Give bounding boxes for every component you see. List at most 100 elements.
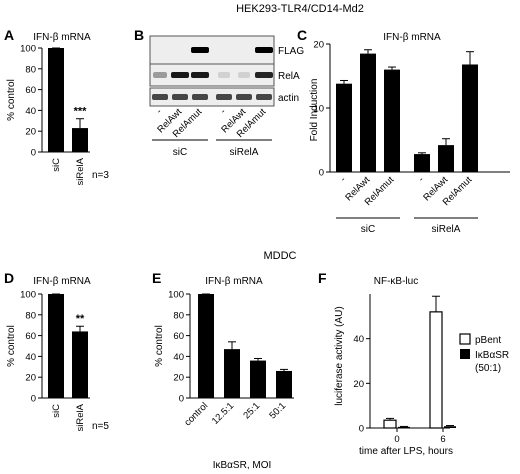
panel-b-band	[218, 72, 230, 78]
panel-e-category-label: control	[182, 400, 210, 428]
panel-e-letter: E	[152, 270, 161, 286]
panel-c-bar	[336, 83, 352, 172]
panel-b-group-label: siRelA	[230, 147, 259, 158]
panel-e-bar	[224, 349, 240, 398]
panel-d-ytick-label: 20	[25, 373, 36, 384]
panel-e-category-label: 25:1	[241, 400, 262, 421]
panel-f-xlabel: time after LPS, hours	[359, 446, 453, 457]
panel-a-ylabel: % control	[6, 79, 17, 121]
panel-a-title: IFN-β mRNA	[33, 32, 91, 43]
legend-label-pbent: pBent	[475, 335, 501, 346]
panel-e-ytick-label: 20	[173, 373, 184, 384]
mddc-header: MDDC	[264, 250, 297, 262]
panel-c-bar	[360, 53, 376, 172]
panel-c-group-label: siRelA	[432, 224, 461, 235]
panel-b-band	[255, 72, 273, 78]
panel-f-letter: F	[318, 270, 327, 286]
panel-d-ytick-label: 0	[31, 394, 36, 405]
panel-a-ytick-label: 0	[31, 148, 36, 159]
panel-b-band	[255, 47, 273, 53]
panel-a-ytick-label: 60	[25, 85, 36, 96]
panel-d-ytick-label: 100	[20, 290, 36, 301]
panel-a-ytick-label: 20	[25, 127, 36, 138]
panel-e-ytick-label: 0	[179, 394, 184, 405]
panel-e-title: IFN-β mRNA	[205, 276, 263, 287]
panel-f-xtick-label: 6	[440, 434, 445, 445]
panel-b-band	[171, 72, 189, 78]
panel-c-title: IFN-β mRNA	[383, 32, 441, 43]
panel-d-category-label: siRelA	[75, 403, 86, 431]
panel-d-category-label: siC	[51, 404, 62, 418]
panel-c-ytick-label: 10	[313, 104, 324, 115]
panel-f-ylabel: luciferase activity (AU)	[334, 306, 345, 405]
panel-e-ytick-label: 60	[173, 331, 184, 342]
panel-d-n-label: n=5	[92, 421, 109, 432]
panel-c-category-label: -	[416, 174, 426, 184]
panel-a-n-label: n=3	[92, 170, 109, 181]
panel-d-bar	[48, 294, 64, 398]
panel-b-band-label: actin	[278, 93, 299, 104]
panel-b-band	[216, 94, 232, 100]
panel-b-blot-strip	[149, 35, 275, 65]
panel-d-ytick-label: 80	[25, 310, 36, 321]
panel-f-bar-ikbasr	[398, 426, 410, 428]
panel-b-band	[153, 72, 167, 78]
panel-f-title: NF-κB-luc	[374, 276, 418, 287]
panel-b-band	[191, 72, 209, 78]
panel-c-bar	[438, 145, 454, 172]
panel-e-bar	[276, 370, 292, 398]
panel-b-band	[236, 94, 252, 100]
panel-f-bar-ikbasr	[444, 426, 456, 428]
panel-b-band-label: RelA	[278, 71, 300, 82]
panel-b-band	[238, 72, 250, 78]
panel-c-group-label: siC	[361, 224, 375, 235]
panel-a-ytick-label: 80	[25, 64, 36, 75]
panel-c-letter: C	[297, 27, 307, 43]
panel-e-ylabel: % control	[154, 325, 165, 367]
panel-e-ytick-label: 80	[173, 310, 184, 321]
panel-e-ytick-label: 40	[173, 352, 184, 363]
panel-e-category-label: 12.5:1	[210, 400, 236, 426]
panel-c-bar	[414, 154, 430, 172]
panel-b-band	[172, 94, 188, 100]
panel-c-ytick-label: 20	[313, 40, 324, 51]
panel-f: F NF-κB-luc luciferase activity (AU) 0 20…	[318, 270, 509, 457]
panel-b-blot-strip	[149, 87, 275, 107]
panel-d-ylabel: % control	[6, 325, 17, 367]
panel-a-bar	[72, 128, 88, 152]
panel-c-bar	[384, 69, 400, 172]
panel-b-lane-label: -	[154, 106, 164, 116]
panel-e: E IFN-β mRNA % control 0 20 40 60 80 100 cont…	[152, 270, 294, 471]
legend-swatch-pbent	[459, 333, 471, 345]
panel-b-band	[192, 94, 208, 100]
panel-e-xlabel: IκBαSR, MOI	[213, 460, 272, 471]
panel-e-ytick-label: 100	[168, 290, 184, 301]
panel-a-ytick-label: 40	[25, 106, 36, 117]
legend-label-ikbasr: IκBαSR	[475, 350, 509, 361]
panel-e-category-label: 50:1	[267, 400, 288, 421]
panel-a-letter: A	[4, 27, 14, 43]
panel-d-ytick-label: 40	[25, 352, 36, 363]
panel-b-band	[191, 47, 209, 53]
panel-b-band	[256, 94, 272, 100]
panel-b-band-label: FLAG	[278, 46, 304, 57]
panel-d-title: IFN-β mRNA	[33, 276, 91, 287]
panel-b-blot-strip	[149, 63, 275, 87]
panel-f-ytick-label: 0	[359, 424, 364, 435]
panel-a-category-label: siRelA	[75, 157, 86, 185]
panel-b-lane-label: -	[218, 106, 228, 116]
panel-d-letter: D	[4, 270, 14, 286]
panel-f-ytick-label: 20	[353, 379, 364, 390]
panel-a-category-label: siC	[51, 158, 62, 172]
panel-b-group-label: siC	[173, 147, 187, 158]
panel-a-significance: ***	[74, 106, 88, 118]
panel-f-bar-pbent	[383, 419, 397, 429]
panel-f-bar-pbent	[429, 311, 443, 429]
panel-a-ytick-label: 100	[20, 44, 36, 55]
panel-c-ylabel: Fold Induction	[309, 79, 320, 142]
panel-d-ytick-label: 60	[25, 331, 36, 342]
panel-a: A IFN-β mRNA % control 0 20 40 60 80 100 siC s…	[4, 27, 109, 185]
